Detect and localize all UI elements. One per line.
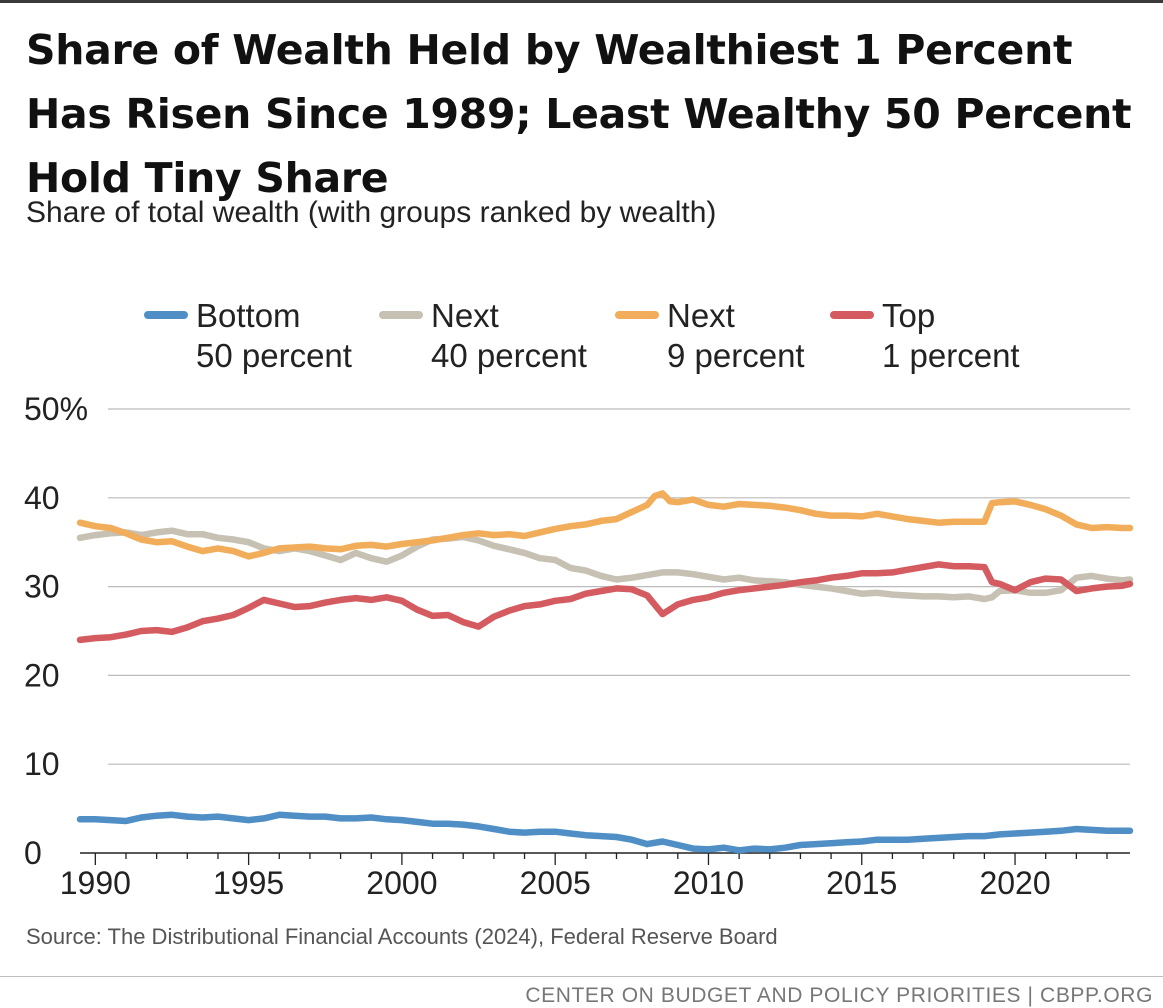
- legend-label: Bottom: [196, 297, 301, 334]
- top-rule: [0, 0, 1163, 3]
- y-tick-label: 50%: [24, 391, 88, 427]
- y-tick-label: 40: [24, 480, 60, 516]
- y-tick-label: 30: [24, 569, 60, 605]
- series-line-next9: [76, 490, 1134, 560]
- series-line-next40: [76, 527, 1134, 603]
- bottom-rule: [0, 976, 1163, 977]
- y-tick-label: 10: [24, 746, 60, 782]
- x-tick-label: 2000: [366, 865, 437, 901]
- chart-subtitle: Share of total wealth (with groups ranke…: [26, 196, 717, 229]
- y-axis-ticks: 0 10 20 30 40 50%: [24, 391, 88, 871]
- legend-label: 9 percent: [667, 337, 805, 374]
- legend-label: Top: [882, 297, 935, 334]
- series-line-bottom50: [76, 811, 1134, 854]
- x-axis: 1990 1995 2000 2005 2010 2015 2020: [60, 852, 1130, 901]
- y-tick-label: 20: [24, 657, 60, 693]
- legend-label: Next: [667, 297, 735, 334]
- data-series: [76, 490, 1134, 854]
- x-tick-label: 1995: [213, 865, 284, 901]
- legend-label: 40 percent: [431, 337, 587, 374]
- chart-title: Share of Wealth Held by Wealthiest 1 Per…: [26, 26, 1132, 202]
- legend-label: 50 percent: [196, 337, 352, 374]
- source-note: Source: The Distributional Financial Acc…: [26, 924, 778, 949]
- x-tick-label: 2005: [520, 865, 591, 901]
- publisher-credit: CENTER ON BUDGET AND POLICY PRIORITIES |…: [525, 984, 1153, 1007]
- x-tick-label: 2015: [826, 865, 897, 901]
- x-tick-label: 2020: [979, 865, 1050, 901]
- legend-label: Next: [431, 297, 499, 334]
- x-tick-label: 2010: [673, 865, 744, 901]
- x-tick-label: 1990: [60, 865, 131, 901]
- legend-label: 1 percent: [882, 337, 1020, 374]
- y-tick-label: 0: [24, 835, 42, 871]
- series-line-top1: [76, 561, 1134, 644]
